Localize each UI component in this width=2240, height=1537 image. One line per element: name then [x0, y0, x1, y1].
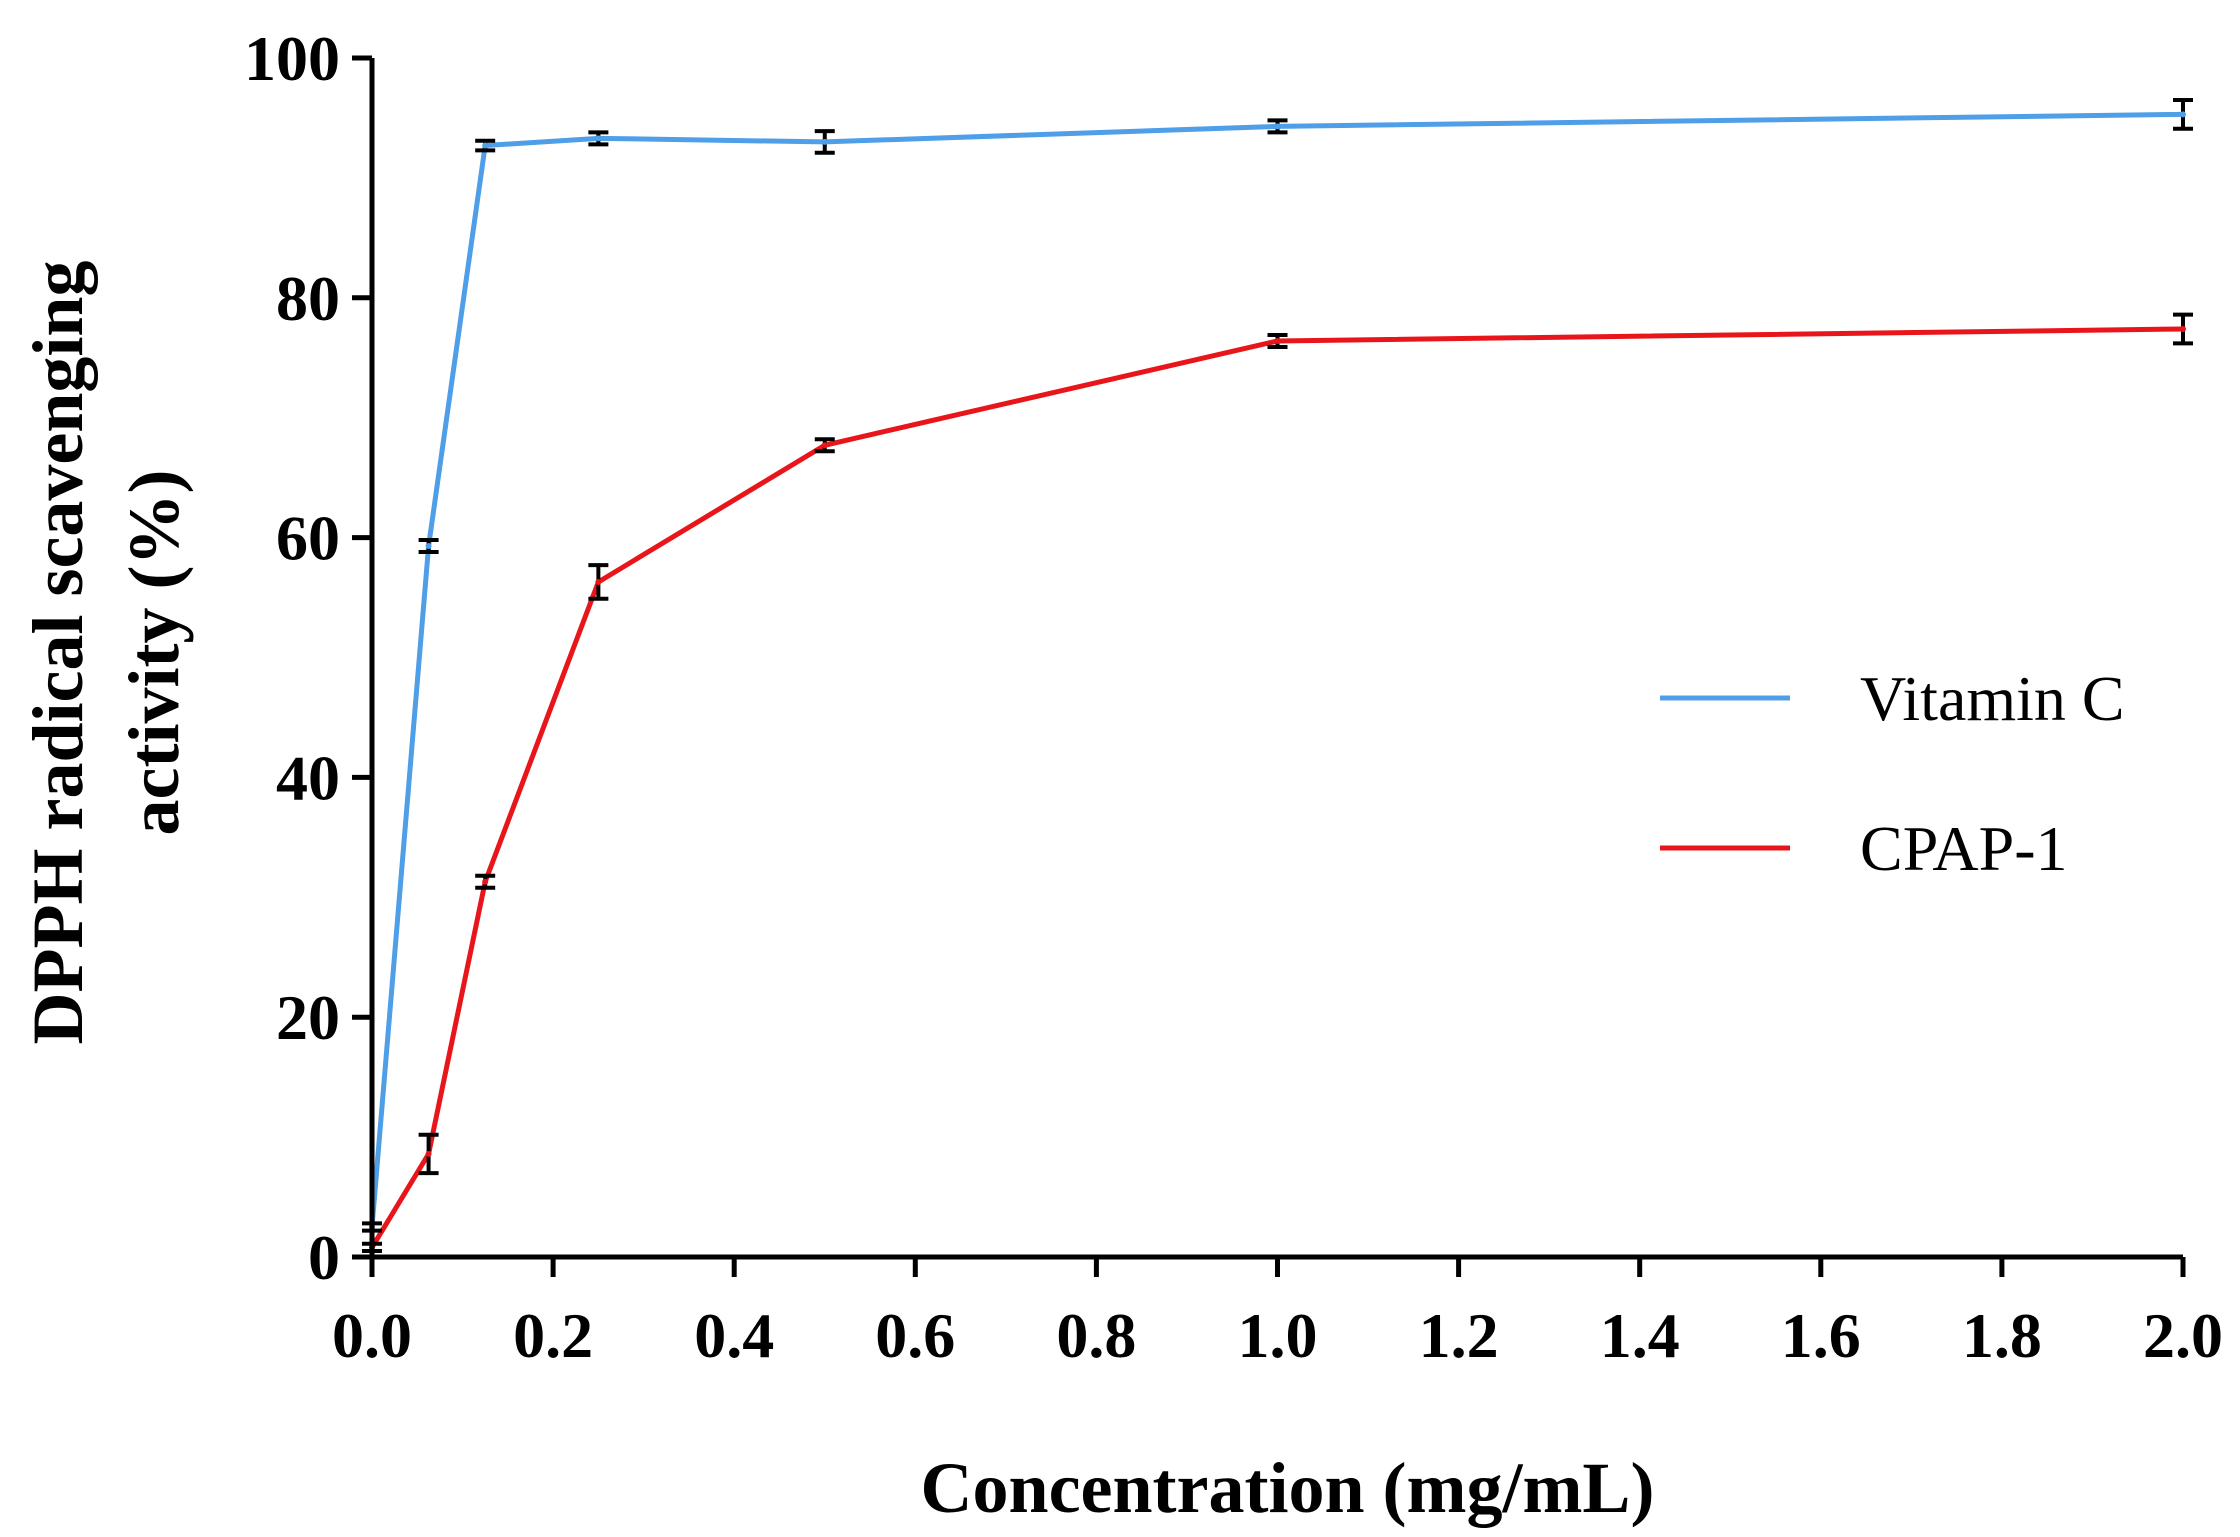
- y-axis-title-line-2: activity (%): [114, 470, 194, 836]
- y-tick-label: 0: [308, 1222, 340, 1293]
- data-point: [425, 542, 432, 549]
- x-tick-label: 1.0: [1238, 1300, 1318, 1371]
- y-axis-title: DPPH radical scavenging activity (%): [18, 261, 194, 1045]
- legend-item: CPAP-1: [1660, 813, 2068, 884]
- x-axis-title: Concentration (mg/mL): [921, 1448, 1655, 1528]
- data-point: [482, 142, 489, 149]
- y-tick-label: 60: [276, 503, 340, 574]
- legend-item: Vitamin C: [1660, 663, 2125, 734]
- data-point: [1274, 337, 1281, 344]
- legend-label: CPAP-1: [1860, 813, 2068, 884]
- axes-layer: 0 20 40 60 80 100 0.0 0.2 0.4 0.6 0.8 1.0 1.2 1.4 1.6…: [244, 23, 2223, 1371]
- data-point: [2180, 325, 2186, 332]
- data-point: [595, 578, 602, 585]
- x-tick-label: 0.0: [332, 1300, 412, 1371]
- y-axis-title-line-1: DPPH radical scavenging: [18, 261, 98, 1045]
- y-tick-label: 40: [276, 742, 340, 813]
- series-layer: [362, 97, 2193, 1254]
- data-point: [821, 442, 828, 449]
- legend: Vitamin C CPAP-1: [1660, 663, 2125, 884]
- series-cpap-1: [362, 312, 2193, 1254]
- data-point: [821, 138, 828, 145]
- legend-label: Vitamin C: [1860, 663, 2125, 734]
- x-tick-label: 1.2: [1419, 1300, 1499, 1371]
- data-point: [2180, 111, 2186, 118]
- x-tick-label: 1.6: [1781, 1300, 1861, 1371]
- x-ticks: 0.0 0.2 0.4 0.6 0.8 1.0 1.2 1.4 1.6 1.8 2.0: [332, 1257, 2223, 1371]
- x-tick-label: 1.8: [1962, 1300, 2042, 1371]
- data-point: [595, 135, 602, 142]
- x-tick-label: 0.6: [875, 1300, 955, 1371]
- y-tick-label: 80: [276, 263, 340, 334]
- y-tick-label: 20: [276, 982, 340, 1053]
- y-tick-label: 100: [244, 23, 340, 94]
- x-tick-label: 0.4: [694, 1300, 774, 1371]
- x-tick-label: 2.0: [2143, 1300, 2223, 1371]
- x-tick-label: 0.8: [1056, 1300, 1136, 1371]
- x-tick-label: 1.4: [1600, 1300, 1680, 1371]
- data-point: [425, 1150, 432, 1157]
- series-line: [369, 326, 2184, 1249]
- y-ticks: 0 20 40 60 80 100: [244, 23, 372, 1293]
- x-tick-label: 0.2: [513, 1300, 593, 1371]
- data-point: [482, 878, 489, 885]
- data-point: [1274, 123, 1281, 130]
